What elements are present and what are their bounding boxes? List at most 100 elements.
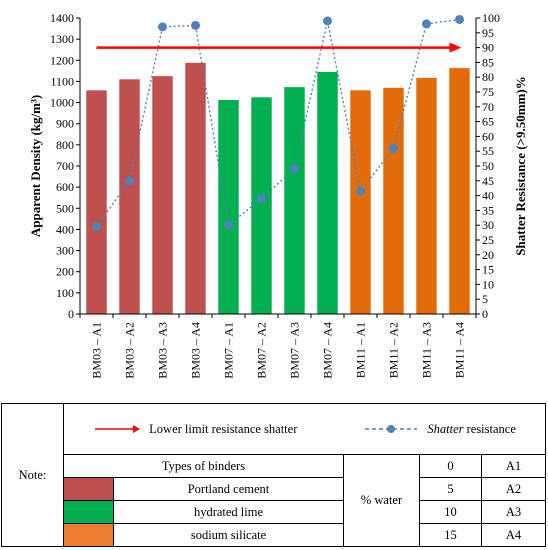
shatter-series-line: [95, 18, 460, 228]
y-tick-label: 1200: [50, 53, 74, 67]
y-tick-label: 800: [56, 138, 74, 152]
red-arrow-icon: [95, 425, 141, 433]
x-tick-label: BM11 – A2: [387, 322, 401, 378]
silicate-swatch: [63, 523, 114, 547]
y2-tick-label: 15: [482, 263, 494, 277]
bar: [218, 100, 239, 314]
x-tick-label: BM07 – A4: [321, 322, 335, 379]
bar: [119, 79, 140, 314]
shatter-italic: Shatter: [427, 421, 464, 436]
ticks-layer: 0100200300400500600700800900100011001200…: [50, 11, 500, 379]
shatter-point: [224, 220, 233, 230]
water-label: % water: [343, 454, 420, 547]
shatter-point: [191, 20, 200, 30]
water-value: 5: [419, 477, 482, 501]
chart-area: 0 100 200 300 400 500 600 700 800 900 1000 1100 1200…: [28, 11, 528, 379]
note-label: Note:: [1, 403, 64, 547]
y2-tick-label: 65: [482, 115, 494, 129]
x-tick-label: BM03 – A4: [189, 322, 203, 379]
legend-table: Note: Lower limit resistance shatter Sha…: [1, 403, 547, 547]
bar: [317, 71, 338, 315]
bar: [152, 76, 173, 315]
y-tick-label: 100: [56, 286, 74, 300]
x-tick-label: BM07 – A1: [222, 322, 236, 379]
lower-limit-arrowhead: [449, 42, 462, 53]
water-code: A3: [480, 500, 547, 524]
combo-chart: 0100200300400500600700800900100011001200…: [28, 11, 528, 379]
shatter-point: [356, 186, 365, 196]
water-value: 0: [419, 454, 482, 478]
y2-tick-label: 60: [482, 129, 494, 143]
y-tick-label: 1300: [50, 32, 74, 46]
shatter-point: [125, 176, 134, 186]
y-tick-label: 400: [56, 222, 74, 236]
y2-axis-title: Shatter Resistance (>9.50mm)%: [513, 76, 528, 255]
water-code: A2: [480, 477, 547, 501]
water-code: A4: [480, 523, 547, 547]
x-tick-label: BM11 – A1: [354, 322, 368, 378]
y2-tick-label: 85: [482, 55, 494, 69]
bar: [284, 87, 305, 314]
y2-tick-label: 40: [482, 189, 494, 203]
x-tick-label: BM03 – A2: [123, 322, 137, 379]
x-tick-label: BM11 – A3: [420, 322, 434, 378]
y-tick-label: 300: [56, 244, 74, 258]
shatter-point: [257, 194, 266, 204]
y2-tick-label: 75: [482, 85, 494, 99]
bar: [86, 90, 107, 315]
portland-color: [64, 478, 113, 500]
water-value: 15: [419, 523, 482, 547]
binder-header: Types of binders: [63, 454, 344, 478]
y2-tick-label: 25: [482, 233, 494, 247]
y2-tick-label: 30: [482, 218, 494, 232]
y2-tick-label: 10: [482, 277, 494, 291]
line-layer: [92, 14, 464, 232]
shatter-rest: resistance: [463, 421, 516, 436]
bar: [416, 77, 437, 314]
shatter-point: [290, 164, 299, 174]
lower-limit-label: Lower limit resistance shatter: [149, 421, 298, 436]
bar: [251, 97, 272, 315]
binder-label: hydrated lime: [113, 500, 344, 524]
y2-tick-label: 35: [482, 203, 494, 217]
shatter-point: [323, 16, 332, 26]
binder-label: sodium silicate: [113, 523, 344, 547]
y2-tick-label: 0: [482, 307, 488, 321]
limit-layer: [96, 42, 462, 53]
bar: [185, 62, 206, 314]
shatter-point: [92, 222, 101, 232]
y2-tick-label: 20: [482, 248, 494, 262]
y-tick-label: 1000: [50, 96, 74, 110]
y-tick-label: 600: [56, 180, 74, 194]
y-tick-label: 0: [68, 307, 74, 321]
y2-tick-label: 100: [482, 11, 500, 25]
shatter-point: [158, 22, 167, 32]
water-value: 10: [419, 500, 482, 524]
y2-tick-label: 80: [482, 70, 494, 84]
shatter-point: [455, 14, 464, 24]
x-tick-label: BM03 – A3: [156, 322, 170, 379]
y-tick-label: 200: [56, 265, 74, 279]
bar: [350, 90, 371, 315]
shatter-legend-label: Shatter resistance: [427, 422, 516, 437]
y-axis-title: Apparent Density (kg/m³): [28, 95, 43, 237]
lime-swatch: [63, 500, 114, 524]
y-tick-label: 700: [56, 159, 74, 173]
y2-tick-label: 50: [482, 159, 494, 173]
y-tick-label: 900: [56, 117, 74, 131]
y2-tick-label: 70: [482, 100, 494, 114]
y-tick-label: 1100: [50, 74, 74, 88]
legend-line-row: Lower limit resistance shatter Shatter r…: [62, 403, 547, 455]
silicate-color: [64, 524, 113, 546]
portland-swatch: [63, 477, 114, 501]
shatter-point: [422, 19, 431, 29]
x-tick-label: BM11 – A4: [453, 322, 467, 378]
bar: [449, 68, 470, 314]
y2-tick-label: 45: [482, 174, 494, 188]
dashed-marker-line-icon: [365, 425, 418, 433]
y-tick-label: 500: [56, 201, 74, 215]
shatter-point: [389, 143, 398, 153]
x-tick-label: BM07 – A3: [288, 322, 302, 379]
y-tick-label: 1400: [50, 11, 74, 25]
x-tick-label: BM07 – A2: [255, 322, 269, 379]
